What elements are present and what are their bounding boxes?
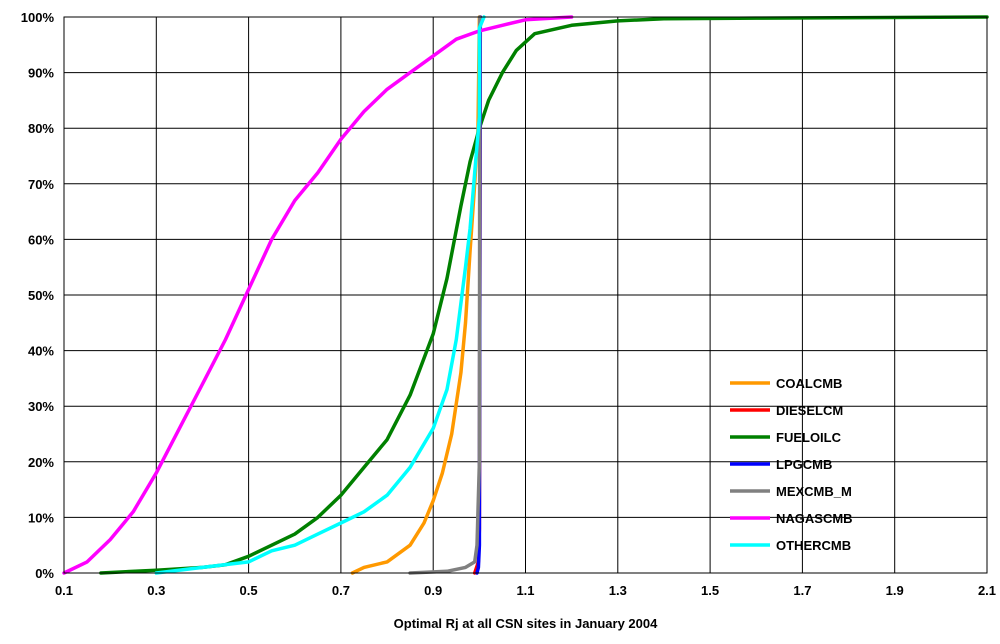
x-tick-label: 1.5 — [701, 583, 719, 598]
x-tick-labels: 0.1 0.3 0.5 0.7 0.9 1.1 1.3 1.5 1.7 1.9 2.1 — [55, 583, 996, 598]
gridlines — [64, 17, 987, 573]
series-line-mexcmb-m — [408, 15, 482, 575]
series-line-nagascmb — [62, 15, 574, 575]
y-tick-label: 90% — [28, 66, 54, 81]
series-lines — [62, 15, 989, 575]
y-tick-labels: 0% 10% 20% 30% 40% 50% 60% 70% 80% 90% 100% — [21, 10, 55, 581]
x-tick-label: 0.1 — [55, 583, 73, 598]
y-tick-label: 10% — [28, 510, 54, 525]
y-tick-label: 0% — [35, 566, 54, 581]
legend-label: MEXCMB_M — [776, 484, 852, 499]
y-tick-label: 50% — [28, 288, 54, 303]
x-tick-label: 0.9 — [424, 583, 442, 598]
legend-label: LPGCMB — [776, 457, 832, 472]
x-tick-label: 1.1 — [516, 583, 534, 598]
x-tick-label: 1.3 — [609, 583, 627, 598]
x-tick-label: 0.5 — [240, 583, 258, 598]
y-tick-label: 100% — [21, 10, 55, 25]
y-tick-label: 30% — [28, 399, 54, 414]
x-tick-label: 1.9 — [886, 583, 904, 598]
legend-label: NAGASCMB — [776, 511, 853, 526]
legend-label: DIESELCM — [776, 403, 843, 418]
x-axis-title: Optimal Rj at all CSN sites in January 2… — [394, 616, 658, 631]
x-tick-label: 2.1 — [978, 583, 996, 598]
plot-frame — [63, 16, 988, 574]
legend-label: OTHERCMB — [776, 538, 851, 553]
y-tick-label: 40% — [28, 344, 54, 359]
y-tick-label: 20% — [28, 455, 54, 470]
y-tick-label: 80% — [28, 121, 54, 136]
x-tick-label: 0.3 — [147, 583, 165, 598]
series-line-fueloilc — [99, 15, 989, 575]
legend: COALCMB DIESELCM FUELOILC LPGCMB MEXCMB_M NAG… — [730, 376, 853, 553]
y-tick-label: 70% — [28, 177, 54, 192]
legend-label: FUELOILC — [776, 430, 842, 445]
x-tick-label: 1.7 — [793, 583, 811, 598]
y-tick-label: 60% — [28, 232, 54, 247]
series-line-othercmb — [154, 15, 486, 575]
x-tick-label: 0.7 — [332, 583, 350, 598]
legend-label: COALCMB — [776, 376, 842, 391]
